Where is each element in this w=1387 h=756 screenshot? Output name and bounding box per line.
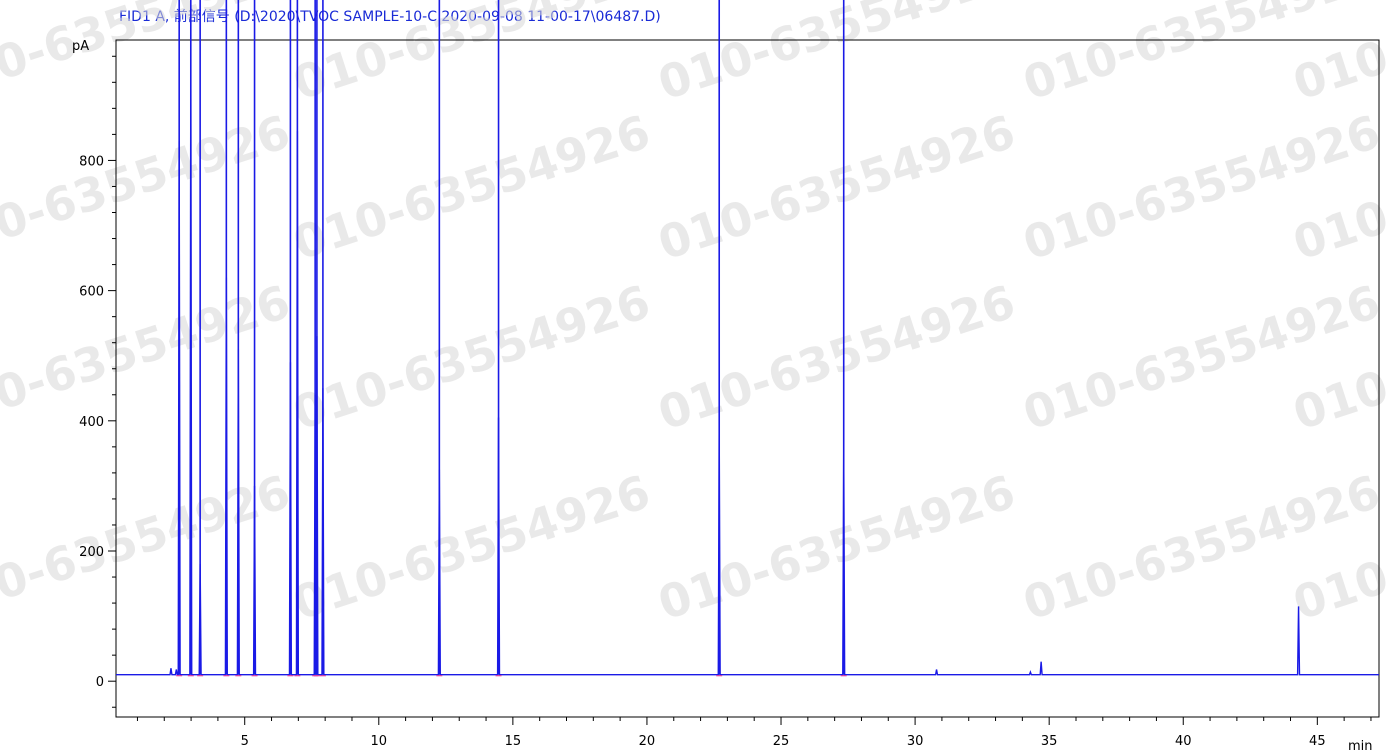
watermark-text: 010-63554926 <box>287 0 657 110</box>
x-tick-label: 15 <box>505 734 522 749</box>
x-tick-label: 45 <box>1309 734 1326 749</box>
y-tick-label: 400 <box>79 415 104 430</box>
peak-label: 6.704 <box>295 0 338 4</box>
peak-label: 7.692 <box>322 0 365 4</box>
peak-label: 2.989 <box>196 0 239 4</box>
x-tick-label: 25 <box>773 734 790 749</box>
peak-label: 12.258 <box>444 0 497 4</box>
watermark-text: 010-63554926 <box>287 464 657 630</box>
x-axis-unit-label: min <box>1348 739 1373 754</box>
peak-label: 2.556 <box>184 0 227 4</box>
peak-label: 3.338 <box>205 0 248 4</box>
watermark-text: 010-63554926 <box>287 274 657 440</box>
plot-frame <box>115 39 1380 718</box>
peak-label: 7.916 <box>328 0 371 4</box>
x-tick-label: 35 <box>1041 734 1058 749</box>
watermark-text: 010-63554926 <box>0 104 296 270</box>
y-tick-label: 600 <box>79 285 104 300</box>
watermark-text: 010-63554926 <box>0 274 296 440</box>
peak-label: 5.367 <box>260 0 303 4</box>
peak-label: 14.466 <box>504 0 557 4</box>
y-tick-label: 800 <box>79 154 104 169</box>
x-tick-label: 40 <box>1175 734 1192 749</box>
peak-label: 6.964 <box>302 0 345 4</box>
watermark-text: 010-63554926 <box>287 104 657 270</box>
watermark-text: 010-63554926 <box>652 0 1022 110</box>
x-tick-label: 10 <box>371 734 388 749</box>
peak-label: 4.762 <box>243 0 286 4</box>
y-tick-label: 0 <box>96 675 104 690</box>
watermark-text: 010-63554926 <box>0 464 296 630</box>
y-tick-label: 200 <box>79 545 104 560</box>
watermark-text: 010-63554926 <box>0 0 296 110</box>
y-axis: 0 200 400 600 800 <box>79 55 116 708</box>
peak-label: 27.338 <box>849 0 902 4</box>
x-axis: 5 10 15 20 25 30 35 40 45 <box>136 717 1372 749</box>
x-tick-label: 30 <box>907 734 924 749</box>
watermark-layer: 010-63554926010-63554926010-63554926010-… <box>0 0 1387 630</box>
watermark-text: 010-63554926 <box>652 274 1022 440</box>
y-axis-unit-label: pA <box>72 39 89 54</box>
peak-label: 7.627 <box>320 0 363 4</box>
peak-labels: 2.5562.9893.3384.3154.7625.3676.7046.964… <box>184 0 901 4</box>
watermark-text: 010-63554926 <box>652 464 1022 630</box>
x-tick-label: 20 <box>639 734 656 749</box>
x-tick-label: 5 <box>241 734 249 749</box>
peak-label: 4.315 <box>231 0 274 4</box>
peak-label: 22.695 <box>724 0 777 4</box>
signal-layer <box>116 0 1379 677</box>
watermark-text: 010-63554926 <box>652 104 1022 270</box>
